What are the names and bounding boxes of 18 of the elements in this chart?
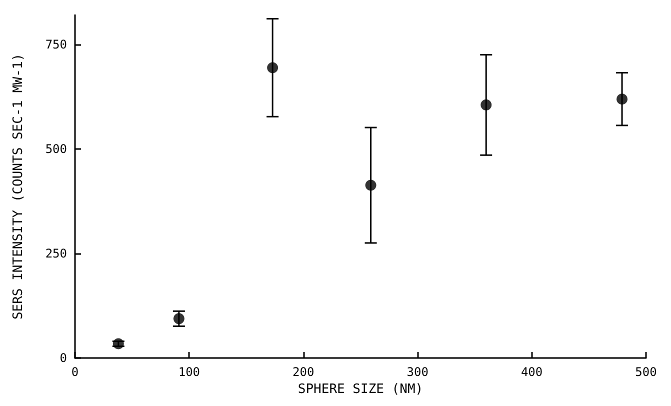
y-tick-label: 250 — [45, 246, 67, 260]
point — [365, 180, 376, 191]
x-tick-label: 200 — [292, 365, 314, 379]
x-tick-label: 100 — [178, 365, 200, 379]
x-tick-label: 300 — [406, 365, 428, 379]
x-tick-label: 400 — [520, 365, 543, 379]
y-tick-label: 500 — [45, 142, 67, 156]
point — [480, 99, 492, 110]
point — [616, 94, 628, 105]
point — [267, 62, 278, 74]
y-axis-title: SERS INTENSITY (COUNTS SEC-1 MW-1) — [11, 53, 26, 320]
x-axis-title: SPHERE SIZE (NM) — [298, 382, 424, 397]
y-tick-label: 750 — [45, 37, 67, 52]
point — [112, 338, 124, 350]
x-tick-label: 0 — [71, 365, 79, 379]
point — [173, 313, 184, 324]
y-tick-label: 0 — [60, 351, 67, 365]
x-tick-label: 500 — [635, 365, 657, 379]
